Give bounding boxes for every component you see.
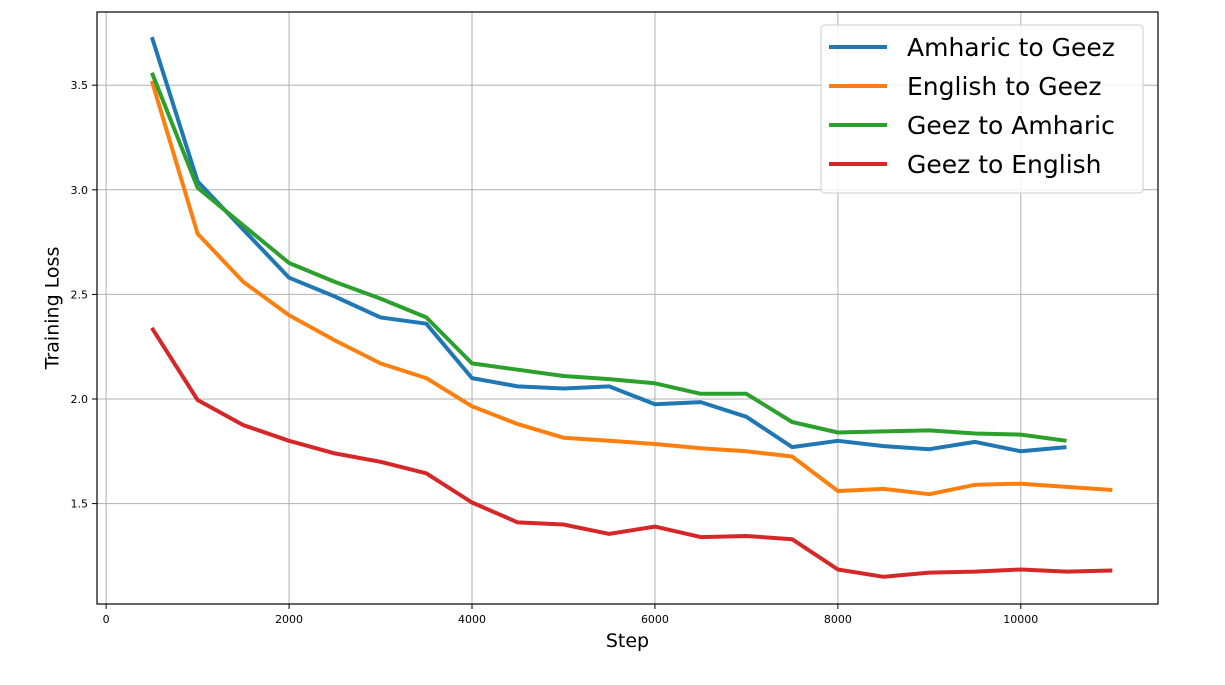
y-axis-ticks: 1.5 2.0 2.5 3.0 3.5	[71, 79, 97, 511]
series-line-english-to-geez	[149, 80, 1113, 497]
x-tick-label: 8000	[824, 613, 852, 626]
y-tick-label: 2.0	[71, 393, 89, 406]
legend: Amharic to Geez English to Geez Geez to Am…	[820, 24, 1144, 194]
x-tick-label: 6000	[641, 613, 669, 626]
legend-label-geez-to-english: Geez to English	[907, 150, 1102, 179]
legend-label-english-to-geez: English to Geez	[907, 72, 1102, 101]
y-tick-label: 2.5	[71, 288, 89, 301]
y-tick-label: 3.5	[71, 79, 89, 92]
y-tick-label: 3.0	[71, 184, 89, 197]
legend-label-geez-to-amharic: Geez to Amharic	[907, 111, 1115, 140]
x-tick-label: 4000	[458, 613, 486, 626]
plot-area-frame	[96, 11, 1159, 605]
x-axis-title: Step	[606, 630, 649, 652]
x-axis-ticks: 0 2000 4000 6000 8000 10000	[103, 604, 1038, 626]
x-tick-label: 10000	[1003, 613, 1038, 626]
series-layer	[149, 36, 1113, 579]
legend-label-amharic-to-geez: Amharic to Geez	[907, 33, 1115, 62]
legend-box	[820, 24, 1144, 194]
series-line-geez-to-english	[150, 326, 1113, 579]
x-tick-label: 2000	[275, 613, 303, 626]
y-tick-label: 1.5	[71, 498, 89, 511]
x-tick-label: 0	[103, 613, 110, 626]
y-axis-title: Training Loss	[42, 247, 64, 371]
